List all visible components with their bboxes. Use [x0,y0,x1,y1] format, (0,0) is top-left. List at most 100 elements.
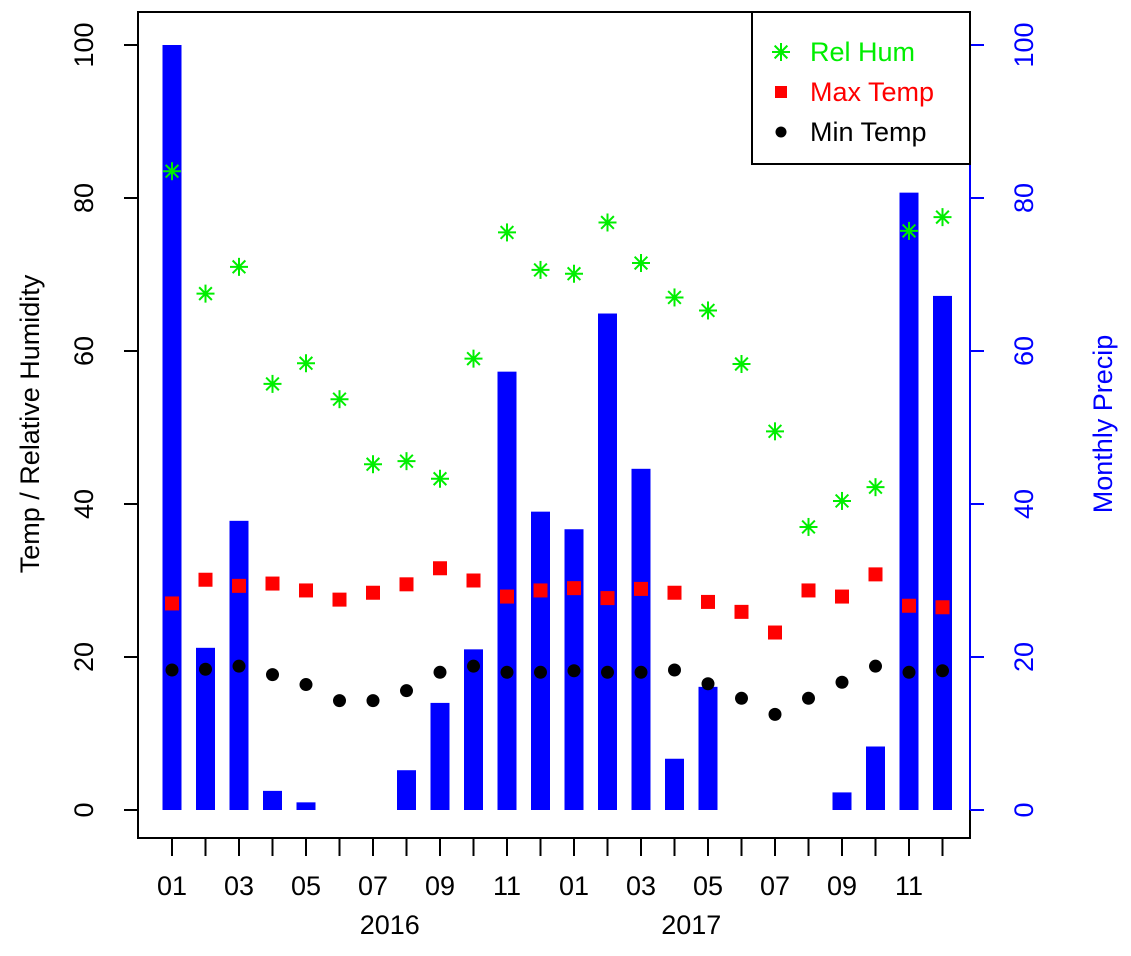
min-temp-point [634,665,648,679]
asterisk-stroke [868,480,883,495]
min-temp-point [601,665,614,679]
min-temp-point [165,663,179,677]
max-temp-point [232,578,246,593]
min-temp-point [869,659,882,673]
min-temp-point [199,662,212,676]
rel-hum-point [732,355,751,374]
asterisk-stroke [365,457,381,472]
legend-min-temp-symbol [775,126,787,138]
asterisk-stroke [332,392,347,407]
x-tick-label: 03 [626,871,656,901]
x-tick-label: 05 [291,871,321,901]
max-temp-point [366,585,380,600]
left-tick-label: 60 [69,336,99,366]
max-temp-point [801,583,816,598]
left-tick-label: 0 [69,802,99,817]
max-temp-point [667,585,682,600]
legend-label: Max Temp [810,77,934,107]
max-temp-point [935,600,950,615]
precip-bar [531,511,550,810]
max-temp-point [299,583,313,598]
left-tick-label: 80 [69,183,99,213]
asterisk-stroke [499,225,515,240]
asterisk-stroke [935,210,950,225]
left-tick-label: 100 [69,22,99,67]
rel-hum-point [632,254,650,273]
min-temp-point [433,665,447,679]
rel-hum-point [230,257,248,276]
rel-hum-point [699,301,717,320]
precip-bar [933,295,952,810]
asterisk-stroke [600,215,615,230]
rel-hum-point [933,208,952,227]
min-temp-point [266,668,279,682]
precip-bar [397,770,416,810]
max-temp-point [634,581,648,596]
asterisk-stroke [533,262,548,277]
precip-bar [263,790,282,810]
rel-hum-point [900,221,918,240]
precip-bar [832,792,852,810]
rel-hum-point [297,354,315,373]
asterisk-stroke [901,223,917,238]
rel-hum-point [531,260,550,279]
rel-hum-point [431,469,449,488]
min-temp-point [835,675,849,689]
x-tick-label: 07 [358,871,388,901]
legend-label: Rel Hum [810,37,915,67]
rel-hum-point [464,349,483,368]
rel-hum-point [598,213,617,232]
rel-hum-point [397,452,416,471]
precip-bar [899,192,919,810]
asterisk-stroke [265,376,280,391]
min-temp-point [232,659,246,673]
precip-bar [196,647,215,810]
asterisk-stroke [298,356,314,371]
max-temp-point [265,576,280,591]
right-y-axis: 0 20 40 60 80 100 [969,22,1039,818]
right-tick-label: 60 [1009,336,1039,366]
precip-bar [665,758,684,810]
left-tick-label: 40 [69,489,99,519]
x-tick-label: 01 [559,871,589,901]
legend-max-temp-symbol [775,86,787,98]
asterisk-stroke [566,266,582,281]
right-tick-label: 0 [1009,802,1039,817]
x-tick-label: 01 [157,871,187,901]
asterisk-stroke [164,164,180,179]
precip-bar [598,313,617,810]
max-temp-point [165,596,179,611]
rel-hum-point [364,455,382,474]
asterisk-stroke [231,259,247,274]
asterisk-stroke [767,424,783,439]
left-y-axis: 0 20 40 60 80 100 [69,22,139,818]
asterisk-stroke [734,356,749,372]
rel-hum-point [866,478,885,497]
asterisk-stroke [700,303,716,318]
min-temp-point [768,707,782,721]
max-temp-point [600,591,615,606]
legend-box [751,11,971,165]
year-label: 2017 [661,910,721,940]
asterisk-stroke [432,471,448,486]
rel-hum-point [833,491,851,510]
x-axis: 01 03 05 07 09 11 01 03 05 07 09 11 2016 2017 [157,837,944,940]
min-temp-point [936,664,949,678]
precip-bars [162,45,952,810]
asterisk-stroke [399,454,414,469]
x-tick-label: 11 [895,871,923,901]
max-temp-point [533,583,548,598]
x-tick-label: 11 [493,871,521,901]
max-temp-point [768,625,782,640]
max-temp-point [332,592,347,607]
rel-hum-point [766,422,784,441]
max-temp-point [734,604,749,619]
max-temp-point [868,567,883,582]
min-temp-point [333,694,346,708]
rel-hum-point [330,390,349,409]
rel-hum-point [665,288,684,307]
left-tick-label: 20 [69,642,99,672]
asterisk-stroke [667,290,682,305]
x-tick-label: 09 [827,871,857,901]
